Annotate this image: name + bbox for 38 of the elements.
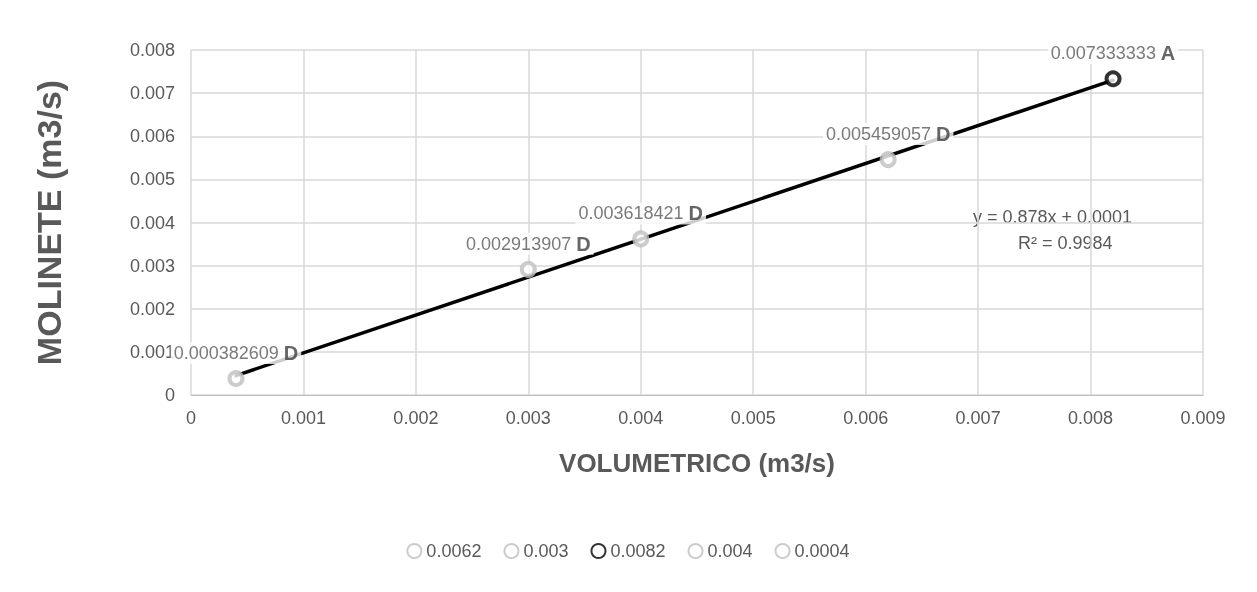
legend-label: 0.0082 [610,541,666,561]
data-label: 0.002913907 D [466,232,591,255]
x-tick-label: 0.001 [280,408,326,428]
legend-label: 0.004 [707,541,753,561]
x-tick-label: 0.009 [1180,408,1226,428]
x-tick-label: 0 [185,408,197,428]
y-tick-label: 0.007 [129,83,175,104]
legend-label: 0.0004 [794,541,850,561]
y-tick-label: 0.001 [129,341,175,362]
annotation: R² = 0.9984 [1018,233,1113,253]
x-tick-label: 0.003 [505,408,551,428]
y-tick-label: 0.006 [129,126,175,147]
point [632,230,650,248]
point [519,260,537,278]
point [227,370,245,387]
x-tick-label: 0.002 [393,408,439,428]
data-label: 0.000382609 D [173,342,299,364]
y-tick-label: 0.004 [129,212,175,233]
x-tick-label: 0.008 [1068,408,1114,428]
data-label: 0.003618421 D [578,202,704,225]
point [879,151,897,169]
y-tick-label: 0 [164,385,175,405]
y-tick-label: 0.002 [129,298,175,319]
y-tick-label: 0.005 [129,169,175,190]
x-axis-title: VOLUMETRICO (m3/s) [559,448,835,478]
data-label: 0.007333333 A [1050,42,1176,65]
x-tick-label: 0.006 [843,408,889,428]
x-tick-label: 0.007 [955,408,1001,428]
y-tick-label: 0.003 [129,255,175,276]
y-tick-label: 0.008 [129,40,175,60]
x-tick-label: 0.005 [730,408,776,428]
x-tick-label: 0.004 [618,408,664,428]
data-label: 0.005459057 D [825,123,951,146]
point [1104,70,1122,88]
annotation: y = 0.878x + 0.0001 [973,207,1133,227]
legend-label: 0.0062 [426,541,482,561]
legend-label: 0.003 [523,541,569,561]
y-axis-title: MOLINETE (m3/s) [30,79,68,366]
